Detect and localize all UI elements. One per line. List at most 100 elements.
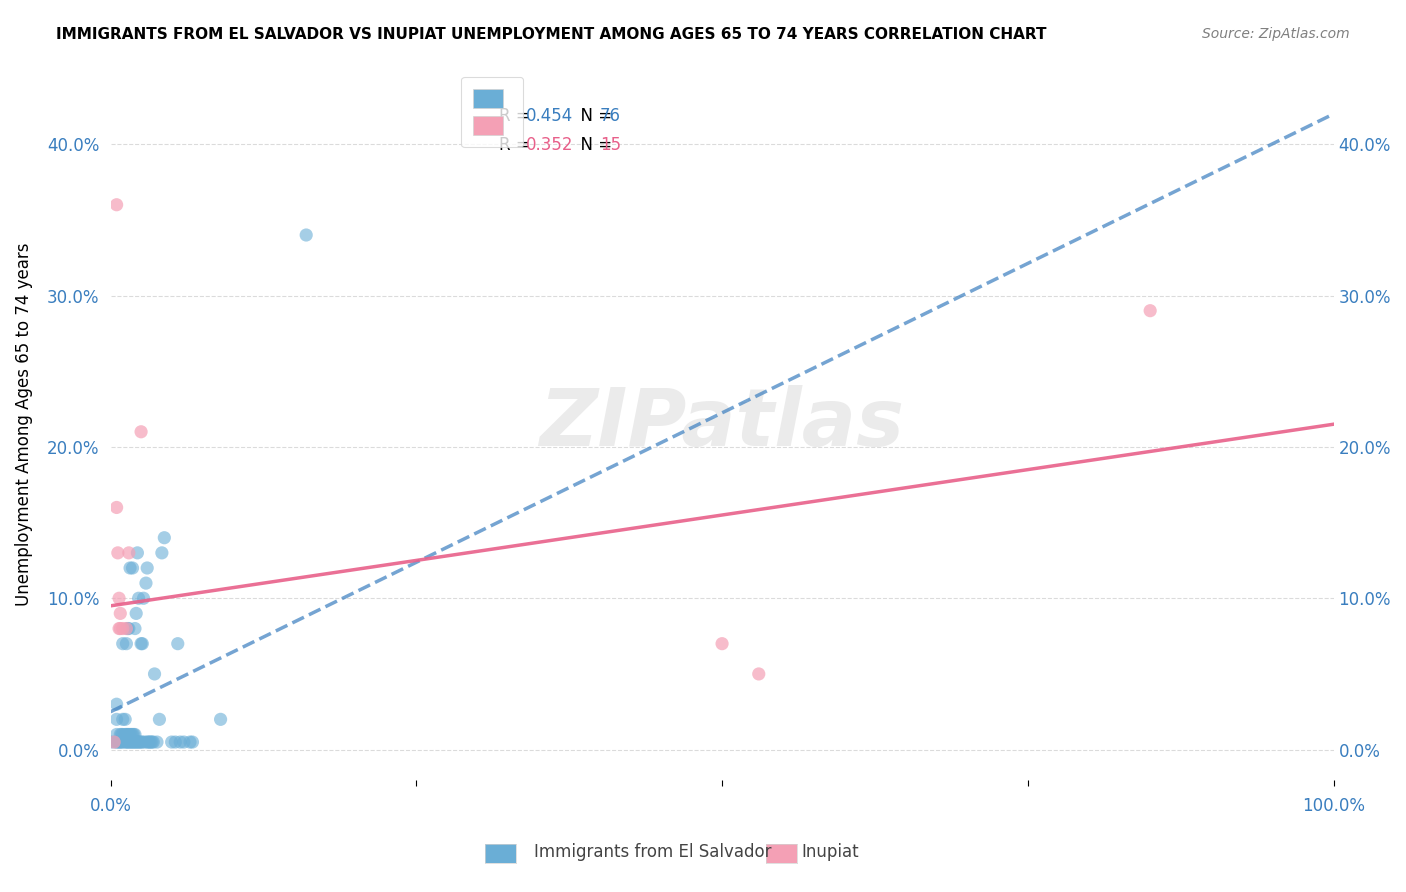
Point (108, 591, 131, 606)
Point (115, 727, 138, 741)
Point (120, 727, 142, 741)
Point (120, 727, 142, 741)
Point (103, 735, 125, 749)
Legend: , : , (461, 77, 523, 147)
Point (1139, 303, 1161, 318)
Point (117, 622, 139, 636)
Point (114, 735, 136, 749)
Point (107, 546, 129, 560)
Point (115, 622, 138, 636)
Point (141, 735, 163, 749)
Text: R =: R = (499, 107, 536, 125)
Point (129, 637, 152, 651)
Point (129, 425, 152, 439)
Text: Inupiat: Inupiat (801, 843, 859, 861)
Point (125, 735, 148, 749)
Point (129, 735, 152, 749)
Text: IMMIGRANTS FROM EL SALVADOR VS INUPIAT UNEMPLOYMENT AMONG AGES 65 TO 74 YEARS CO: IMMIGRANTS FROM EL SALVADOR VS INUPIAT U… (56, 27, 1046, 42)
Text: 76: 76 (600, 107, 621, 125)
Point (105, 697, 128, 711)
Point (295, 227, 318, 242)
Point (117, 735, 139, 749)
Text: 0.454: 0.454 (526, 107, 574, 125)
Point (209, 712, 232, 726)
Point (139, 735, 162, 749)
Point (131, 735, 153, 749)
Point (110, 727, 132, 741)
Point (114, 727, 136, 741)
Point (118, 622, 141, 636)
Point (105, 712, 128, 726)
Point (179, 735, 201, 749)
Point (160, 735, 183, 749)
Point (711, 637, 734, 651)
Point (108, 622, 131, 636)
Point (120, 735, 142, 749)
Point (105, 500, 128, 515)
Point (111, 622, 134, 636)
Point (122, 727, 145, 741)
Point (100, 735, 122, 749)
Point (132, 591, 155, 606)
Text: N =: N = (571, 107, 617, 125)
Point (111, 735, 134, 749)
Point (120, 561, 142, 575)
Point (142, 735, 165, 749)
Point (124, 735, 146, 749)
Point (121, 735, 143, 749)
Point (153, 531, 176, 545)
Point (135, 576, 157, 591)
Point (131, 637, 153, 651)
Point (110, 607, 132, 621)
Point (118, 546, 141, 560)
Point (127, 546, 149, 560)
Point (111, 637, 134, 651)
Point (173, 735, 195, 749)
Point (143, 667, 166, 681)
Point (120, 735, 142, 749)
Point (111, 712, 134, 726)
Point (128, 735, 150, 749)
Text: R =: R = (499, 136, 536, 153)
Point (105, 198, 128, 212)
Point (136, 735, 159, 749)
Point (115, 735, 138, 749)
Point (110, 622, 132, 636)
Point (114, 712, 136, 726)
Point (118, 727, 141, 741)
Point (136, 561, 159, 575)
Point (110, 735, 132, 749)
Point (181, 735, 204, 749)
Point (107, 735, 129, 749)
Point (124, 727, 146, 741)
Point (121, 727, 143, 741)
Point (115, 637, 138, 651)
Point (124, 622, 146, 636)
Point (165, 735, 187, 749)
Point (103, 735, 125, 749)
Text: 15: 15 (600, 136, 621, 153)
Point (125, 607, 148, 621)
Point (134, 735, 156, 749)
Point (105, 735, 128, 749)
Point (118, 735, 141, 749)
Point (105, 727, 128, 741)
Point (169, 735, 191, 749)
Y-axis label: Unemployment Among Ages 65 to 74 years: Unemployment Among Ages 65 to 74 years (15, 243, 32, 606)
Point (128, 591, 150, 606)
Point (138, 735, 160, 749)
Point (127, 735, 149, 749)
Point (150, 546, 173, 560)
Point (110, 735, 132, 749)
Text: N =: N = (571, 136, 617, 153)
Point (138, 735, 160, 749)
Point (122, 735, 145, 749)
Point (111, 727, 134, 741)
Point (108, 735, 131, 749)
Point (748, 667, 770, 681)
Point (117, 727, 139, 741)
Text: Immigrants from El Salvador: Immigrants from El Salvador (534, 843, 772, 861)
Point (146, 735, 169, 749)
Text: Source: ZipAtlas.com: Source: ZipAtlas.com (1202, 27, 1350, 41)
Point (148, 712, 170, 726)
